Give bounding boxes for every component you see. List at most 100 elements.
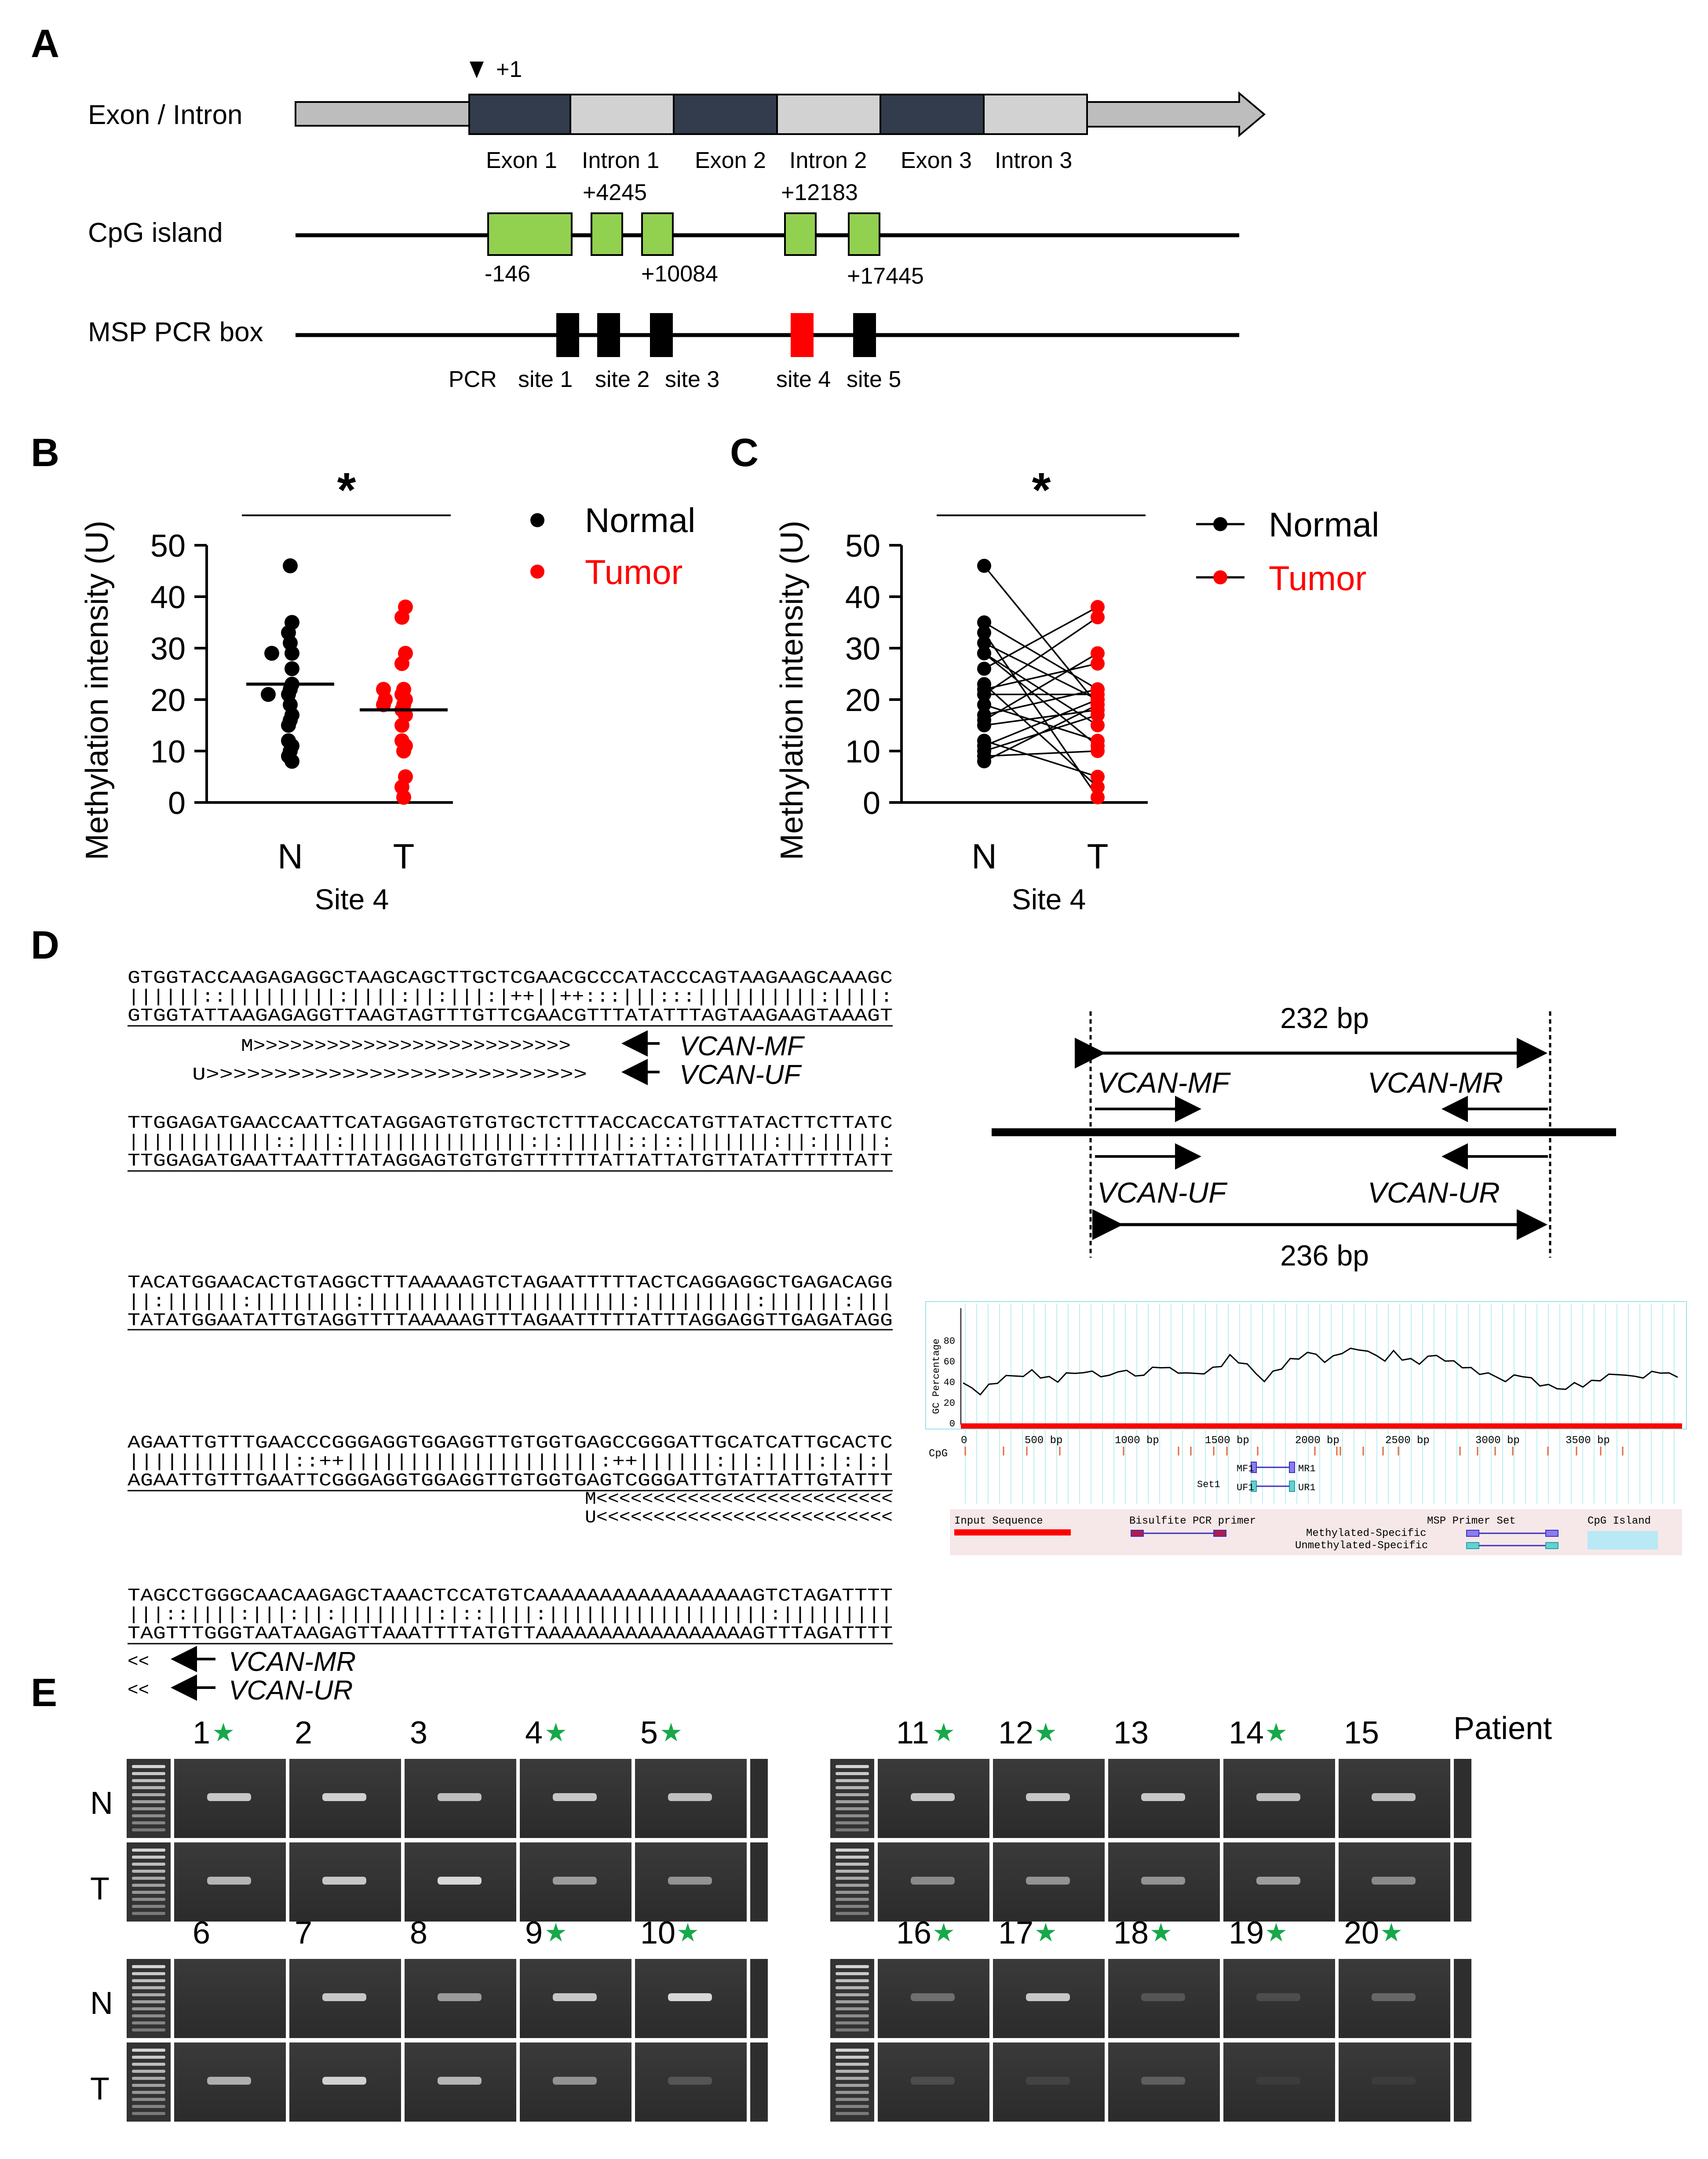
ladder-band — [836, 2063, 869, 2066]
data-point-tumor — [1091, 780, 1105, 794]
gel-lane — [878, 2042, 989, 2122]
pcr-band — [668, 1793, 712, 1801]
star-icon: ★ — [932, 1918, 955, 1947]
gc-ytick: 20 — [944, 1398, 955, 1409]
data-point — [285, 646, 299, 661]
lane-number: 5 — [640, 1715, 658, 1751]
ladder-band — [132, 1828, 165, 1831]
y-tick-label: 20 — [150, 683, 186, 718]
legend-normal-label: Normal — [585, 501, 695, 540]
gc-content-plot: GC Percentage 0 20 40 60 80 0 500 bp 100… — [925, 1301, 1687, 1555]
exon-2-box — [673, 94, 778, 135]
pcr-label: PCR — [449, 367, 497, 392]
pcr-band — [322, 1877, 366, 1885]
cpg-pos-label: +12183 — [781, 180, 858, 205]
primer-tag-mf1: MF1 — [1237, 1463, 1254, 1474]
cpg-island-box — [784, 212, 817, 256]
pcr-band — [1026, 1793, 1070, 1801]
ladder-band — [132, 1877, 165, 1880]
gel-marker-lane — [830, 2042, 874, 2122]
seq-top: GTGGTACCAAGAGAGGCTAAGCAGCTTGCTCGAACGCCCA… — [128, 968, 893, 988]
primer-label-uf: VCAN-UF — [679, 1060, 802, 1090]
cpg-pos-label: +10084 — [641, 261, 718, 287]
ladder-band — [132, 1863, 165, 1866]
y-tick-label: 50 — [845, 529, 880, 564]
pcr-site-label: site 5 — [847, 367, 901, 392]
seq-top: TACATGGAACACTGTAGGCTTTAAAAAGTCTAGAATTTTT… — [128, 1273, 893, 1293]
segment-label-intron2: Intron 2 — [789, 148, 867, 173]
lane-number: 16 — [896, 1915, 931, 1951]
panel-label-e: E — [31, 1671, 57, 1715]
cpg-track-label: CpG — [929, 1448, 948, 1460]
y-tick-label: 50 — [150, 529, 186, 564]
gc-xtick: 1500 bp — [1205, 1435, 1249, 1447]
primer-rev-m: M<<<<<<<<<<<<<<<<<<<<<<<<<< — [585, 1489, 893, 1510]
ladder-band — [132, 2014, 165, 2017]
paired-line — [984, 653, 1098, 721]
seq-match: ||||||||||||::|||:|||||||||||||||:|:||||… — [128, 1132, 893, 1152]
lane-number: 2 — [295, 1715, 312, 1751]
data-point-normal — [977, 615, 991, 630]
data-point — [394, 718, 409, 733]
gel-edge — [1454, 1842, 1471, 1922]
ladder-band — [836, 2112, 869, 2115]
ladder-band — [836, 1898, 869, 1901]
gel-lane — [1223, 2042, 1335, 2122]
ladder-band — [132, 1786, 165, 1789]
lane-number: 9 — [525, 1915, 543, 1951]
ladder-band — [132, 2063, 165, 2066]
amplicon-size-unmethylated: 236 bp — [1280, 1239, 1369, 1272]
row-label-exon-intron: Exon / Intron — [88, 100, 243, 130]
gel-marker-lane — [127, 1759, 171, 1838]
data-point-normal — [977, 636, 991, 650]
legend-tumor-marker — [530, 565, 544, 579]
paired-line — [983, 653, 1099, 747]
panel-label-d: D — [31, 923, 59, 967]
gel-lane — [878, 1959, 989, 2038]
significance-star: * — [337, 463, 356, 517]
gel-lane — [174, 1959, 286, 2038]
paired-line — [984, 709, 1098, 726]
paired-line — [984, 688, 1098, 716]
gc-percentage-line — [963, 1347, 1678, 1396]
schema-primer-ur: VCAN-UR — [1368, 1176, 1500, 1209]
data-point-normal — [977, 625, 991, 640]
star-icon: ★ — [212, 1718, 235, 1747]
ladder-band — [836, 1979, 869, 1982]
ladder-band — [836, 1856, 869, 1859]
intron-2-box — [776, 94, 881, 135]
gel-marker-lane — [830, 1759, 874, 1838]
gc-ytick: 40 — [944, 1377, 955, 1388]
star-icon: ★ — [1034, 1718, 1057, 1747]
data-point — [283, 558, 298, 573]
ladder-band — [836, 2077, 869, 2080]
intron-3-box — [983, 94, 1088, 135]
ladder-band — [836, 1891, 869, 1894]
y-tick-label: 30 — [845, 631, 880, 667]
downstream-arrow — [1086, 91, 1266, 138]
segment-label-exon3: Exon 3 — [901, 148, 972, 173]
panel-label-c: C — [730, 431, 759, 475]
ladder-band — [836, 1849, 869, 1852]
cpg-pos-label: -146 — [485, 261, 530, 287]
pcr-band — [1026, 1877, 1070, 1885]
pcr-band — [1372, 2077, 1416, 2085]
segment-label-exon2: Exon 2 — [695, 148, 766, 173]
y-tick-label: 20 — [845, 683, 880, 718]
schema-primer-mf: VCAN-MF — [1097, 1066, 1231, 1099]
gel-edge — [1454, 2042, 1471, 2122]
star-icon: ★ — [1150, 1918, 1172, 1947]
lane-number: 7 — [295, 1915, 312, 1951]
y-tick-label: 10 — [845, 734, 880, 770]
y-tick-label: 10 — [150, 734, 186, 770]
pcr-site-label: site 4 — [776, 367, 831, 392]
gc-xtick: 500 bp — [1025, 1435, 1062, 1447]
ladder-band — [836, 2070, 869, 2073]
gc-legend-strip — [950, 1509, 1682, 1555]
ladder-band — [836, 2098, 869, 2101]
gc-ytick: 0 — [949, 1419, 955, 1430]
lane-number: 15 — [1344, 1715, 1379, 1751]
ladder-band — [132, 1993, 165, 1996]
